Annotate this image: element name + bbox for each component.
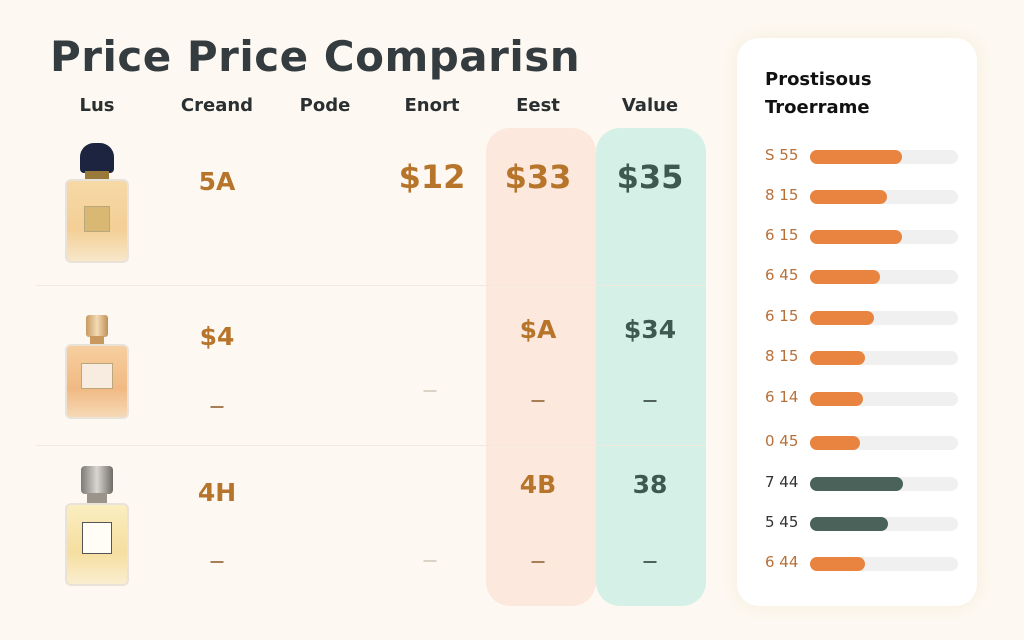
bar-track bbox=[810, 351, 958, 365]
bar-label: 7 44 bbox=[765, 473, 799, 491]
bar-label: 0 45 bbox=[765, 432, 799, 450]
bar-fill bbox=[810, 557, 865, 571]
dash-est bbox=[531, 400, 545, 402]
bar-row: 6 44 bbox=[765, 553, 965, 571]
price-creand: 4H bbox=[197, 478, 237, 507]
row-divider bbox=[36, 445, 706, 446]
bar-fill bbox=[810, 270, 880, 284]
price-value: $34 bbox=[623, 315, 677, 344]
bar-label: 6 44 bbox=[765, 553, 799, 571]
bar-track bbox=[810, 270, 958, 284]
bar-fill bbox=[810, 517, 889, 531]
price-creand: 5A bbox=[198, 167, 236, 196]
bar-row: 7 44 bbox=[765, 473, 965, 491]
bar-row: 0 45 bbox=[765, 432, 965, 450]
bar-track bbox=[810, 311, 958, 325]
dash-value bbox=[643, 561, 657, 563]
column-header-est: Eest bbox=[516, 95, 560, 116]
bar-label: S 55 bbox=[765, 146, 799, 164]
page-title: Price Price Comparisn bbox=[50, 32, 581, 81]
dash-est bbox=[531, 561, 545, 563]
dash-creand bbox=[210, 406, 224, 408]
column-header-creand: Creand bbox=[180, 95, 254, 116]
price-value: 38 bbox=[632, 470, 668, 499]
bar-row: 8 15 bbox=[765, 347, 965, 365]
price-creand: $4 bbox=[199, 322, 235, 351]
price-est: $A bbox=[519, 315, 557, 344]
bar-row: 5 45 bbox=[765, 513, 965, 531]
dash-enort bbox=[423, 390, 437, 392]
side-panel-card: Prostisous Troerrame S 55 8 15 6 15 6 45 6 1… bbox=[737, 38, 977, 606]
bar-row: S 55 bbox=[765, 146, 965, 164]
bar-label: 6 15 bbox=[765, 226, 799, 244]
dash-enort bbox=[423, 560, 437, 562]
bar-label: 6 45 bbox=[765, 266, 799, 284]
bar-label: 5 45 bbox=[765, 513, 799, 531]
bar-fill bbox=[810, 392, 864, 406]
bar-row: 6 15 bbox=[765, 226, 965, 244]
bar-label: 6 15 bbox=[765, 307, 799, 325]
bar-label: 8 15 bbox=[765, 186, 799, 204]
bar-fill bbox=[810, 436, 861, 450]
price-value: $35 bbox=[616, 158, 684, 196]
bar-fill bbox=[810, 190, 887, 204]
column-header-lus: Lus bbox=[79, 95, 115, 116]
bar-track bbox=[810, 230, 958, 244]
bar-row: 6 15 bbox=[765, 307, 965, 325]
bar-track bbox=[810, 477, 958, 491]
perfume-bottle-silver-image bbox=[65, 466, 129, 588]
column-header-pode: Pode bbox=[299, 95, 351, 116]
price-enort: $12 bbox=[398, 158, 466, 196]
value-column-highlight bbox=[596, 128, 706, 606]
row-divider bbox=[36, 285, 706, 286]
bar-fill bbox=[810, 150, 902, 164]
bar-row: 6 45 bbox=[765, 266, 965, 284]
bar-fill bbox=[810, 311, 874, 325]
bar-track bbox=[810, 557, 958, 571]
column-header-enort: Enort bbox=[404, 95, 460, 116]
bar-label: 6 14 bbox=[765, 388, 799, 406]
dash-creand bbox=[210, 561, 224, 563]
bar-label: 8 15 bbox=[765, 347, 799, 365]
bar-track bbox=[810, 392, 958, 406]
bar-track bbox=[810, 190, 958, 204]
dash-value bbox=[643, 400, 657, 402]
bar-row: 6 14 bbox=[765, 388, 965, 406]
price-est: 4B bbox=[519, 470, 557, 499]
bar-fill bbox=[810, 477, 904, 491]
bar-fill bbox=[810, 230, 902, 244]
est-column-highlight bbox=[486, 128, 596, 606]
bar-track bbox=[810, 436, 958, 450]
bar-fill bbox=[810, 351, 865, 365]
side-panel-title: Prostisous Troerrame bbox=[765, 69, 872, 118]
bar-track bbox=[810, 150, 958, 164]
perfume-bottle-gold-image bbox=[65, 315, 129, 421]
perfume-bottle-navy-image bbox=[65, 143, 129, 265]
bar-row: 8 15 bbox=[765, 186, 965, 204]
column-header-value: Value bbox=[621, 95, 679, 116]
price-est: $33 bbox=[504, 158, 572, 196]
bar-track bbox=[810, 517, 958, 531]
